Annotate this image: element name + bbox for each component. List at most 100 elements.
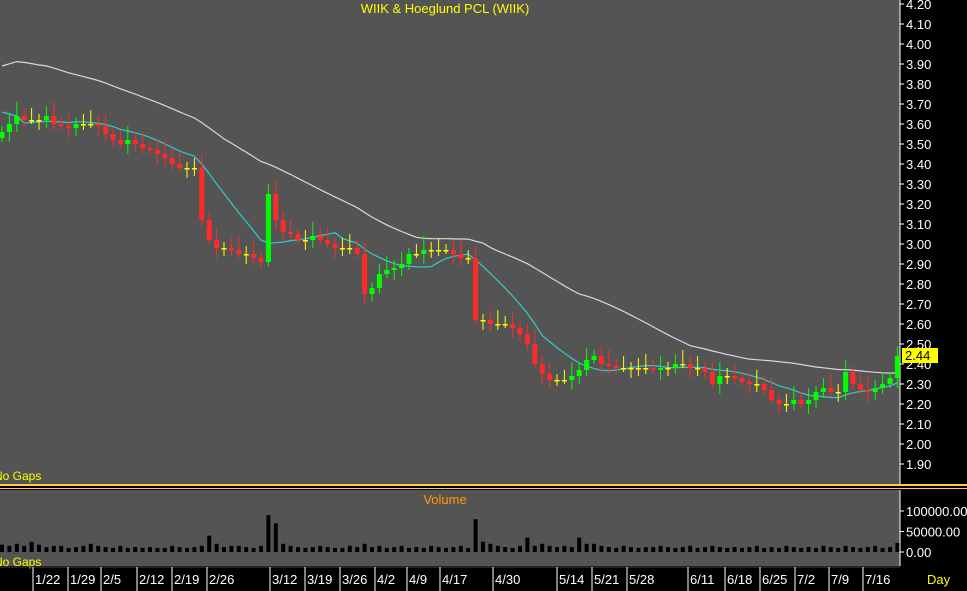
volume-panel xyxy=(0,490,900,566)
volume-bar xyxy=(384,547,389,552)
price-axis: 4.20 4.10 4.00 3.90 3.80 3.70 3.60 3.50 3.40 3.30… xyxy=(899,0,931,484)
x-tick-label: 3/26 xyxy=(342,572,367,587)
candle xyxy=(406,248,412,270)
candle xyxy=(687,356,693,378)
candle xyxy=(221,242,227,256)
volume-bar xyxy=(466,547,471,552)
volume-bar xyxy=(251,547,256,552)
volume-bar xyxy=(814,547,818,552)
candle xyxy=(436,238,442,256)
y-tick-label: 2.60 xyxy=(906,317,931,332)
candle xyxy=(325,228,331,248)
volume-bar xyxy=(680,547,685,552)
candle xyxy=(724,368,730,384)
ma-fast-line xyxy=(1,111,898,399)
x-unit-label: Day xyxy=(927,572,951,587)
candle xyxy=(857,374,863,394)
volume-bar xyxy=(651,547,656,552)
volume-bar xyxy=(577,537,582,552)
candle xyxy=(399,252,405,276)
y-tick-label: 3.80 xyxy=(906,77,931,92)
candle xyxy=(450,240,456,264)
candle xyxy=(495,310,501,330)
x-tick-label: 6/18 xyxy=(727,572,752,587)
candle xyxy=(754,370,760,392)
candle xyxy=(806,388,812,414)
volume-bar xyxy=(495,545,500,552)
y-tick-label: 3.00 xyxy=(906,237,931,252)
candle xyxy=(835,384,841,402)
volume-bar xyxy=(436,547,441,552)
candle xyxy=(206,212,212,244)
candle xyxy=(894,346,900,388)
candle xyxy=(273,180,279,230)
panel-separator xyxy=(0,484,967,486)
candle xyxy=(865,376,871,402)
volume-bar xyxy=(362,543,367,552)
volume-bar xyxy=(747,547,752,552)
volume-bar xyxy=(407,547,411,552)
candle xyxy=(228,238,234,256)
x-tick-label: 1/29 xyxy=(70,572,95,587)
y-tick-label: 3.20 xyxy=(906,197,931,212)
volume-bar xyxy=(229,545,234,552)
candle xyxy=(473,246,479,324)
candle xyxy=(14,102,20,132)
candle xyxy=(465,250,471,264)
volume-bar xyxy=(59,545,64,552)
x-tick-label: 5/14 xyxy=(559,572,584,587)
x-tick-label: 3/12 xyxy=(272,572,297,587)
volume-bar xyxy=(606,547,611,552)
volume-bar xyxy=(518,545,522,552)
candle xyxy=(413,244,419,258)
volume-bar xyxy=(88,543,93,552)
candle xyxy=(443,244,449,254)
candle xyxy=(524,324,530,350)
y-tick-label: 4.20 xyxy=(906,0,931,12)
volume-bar xyxy=(296,547,300,552)
volume-bar xyxy=(266,515,271,552)
x-tick-label: 1/22 xyxy=(35,572,60,587)
volume-bar xyxy=(236,545,241,552)
candle xyxy=(791,386,797,410)
volume-tick-label: 50000.00 xyxy=(906,525,960,540)
candle xyxy=(606,350,612,374)
volume-bars xyxy=(0,515,900,552)
candle xyxy=(80,114,86,130)
volume-bar xyxy=(125,547,130,552)
volume-bar xyxy=(207,535,212,552)
candle xyxy=(280,212,286,240)
volume-bar xyxy=(7,545,12,552)
volume-bar xyxy=(0,544,4,552)
candle xyxy=(66,114,72,138)
candle xyxy=(621,356,627,372)
last-price-box xyxy=(902,348,938,363)
volume-bar xyxy=(185,547,189,552)
moving-average-slow xyxy=(1,60,898,374)
candle xyxy=(421,236,427,264)
candle xyxy=(828,374,834,396)
volume-bar xyxy=(836,547,841,552)
x-tick-label: 4/9 xyxy=(409,572,427,587)
y-tick-label: 2.70 xyxy=(906,297,931,312)
volume-bar xyxy=(828,547,833,552)
candle xyxy=(110,128,116,146)
volume-bar xyxy=(703,547,707,552)
x-tick-label: 6/25 xyxy=(762,572,787,587)
volume-bar xyxy=(821,545,826,552)
candle xyxy=(769,378,775,404)
y-tick-label: 2.10 xyxy=(906,417,931,432)
volume-bar xyxy=(340,547,345,552)
candle xyxy=(6,114,12,142)
y-tick-label: 1.90 xyxy=(906,457,931,472)
volume-bar xyxy=(421,547,426,552)
volume-title: Volume xyxy=(423,492,466,507)
volume-bar xyxy=(14,543,19,552)
candle xyxy=(613,358,619,374)
volume-bar xyxy=(66,547,71,552)
volume-bar xyxy=(858,547,863,552)
candle xyxy=(125,126,131,154)
y-tick-label: 2.80 xyxy=(906,277,931,292)
volume-bar xyxy=(74,547,78,552)
